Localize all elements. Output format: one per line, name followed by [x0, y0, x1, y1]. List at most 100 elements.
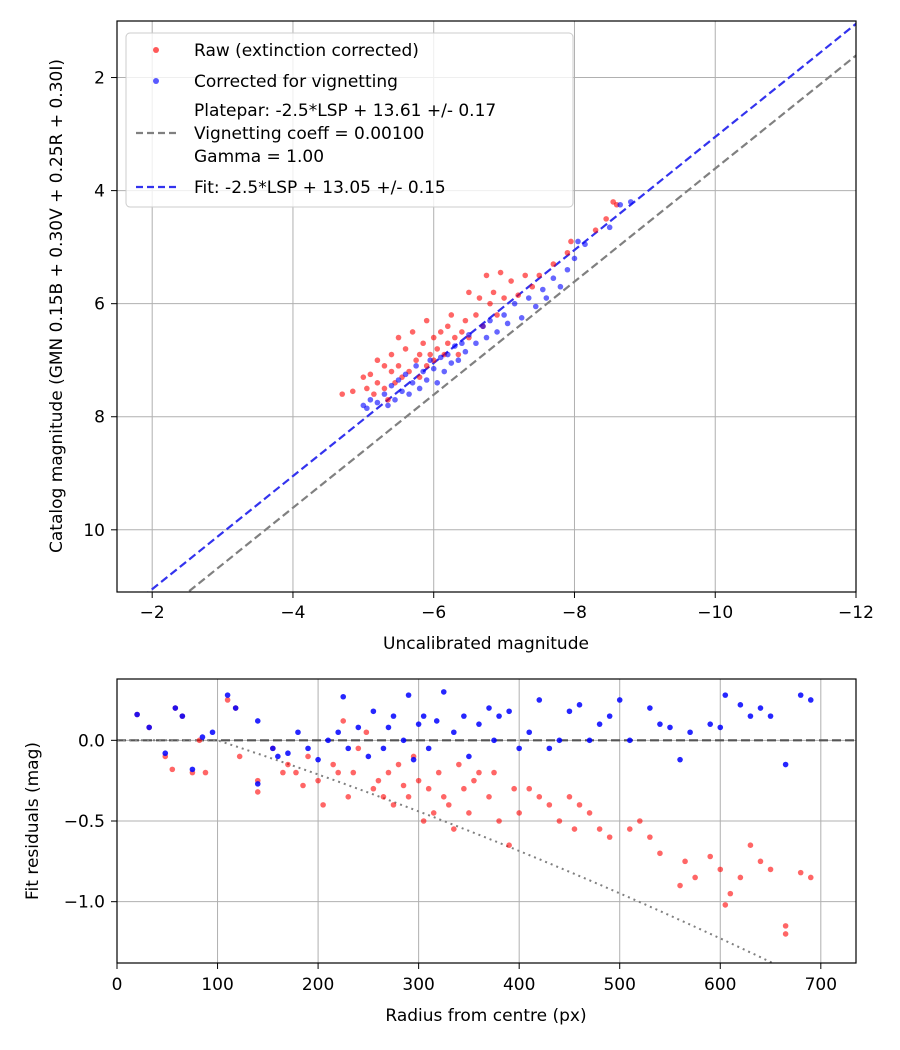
raw-residual-point: [682, 858, 688, 865]
raw-residual-point: [355, 745, 362, 752]
corrected-point: [525, 295, 532, 301]
raw-residual-point: [596, 826, 603, 832]
raw-residual-point: [606, 834, 613, 840]
raw-residual-point: [511, 785, 517, 792]
legend-platepar-label-3: Gamma = 1.00: [194, 147, 324, 167]
corrected-point: [466, 331, 472, 338]
raw-point: [564, 249, 571, 256]
raw-residual-point: [476, 769, 482, 776]
corrected-residual-point: [189, 766, 196, 773]
top-y-tick-label: 6: [94, 295, 105, 315]
bottom-model-curve: [117, 739, 775, 963]
corrected-residual-point: [576, 702, 583, 708]
raw-residual-point: [202, 769, 209, 776]
raw-point: [501, 295, 507, 301]
top-y-tick-label: 2: [94, 69, 105, 89]
raw-residual-point: [320, 802, 326, 808]
top-x-tick-label: −2: [140, 603, 165, 623]
corrected-residual-point: [626, 737, 633, 744]
corrected-residual-point: [179, 713, 186, 719]
corrected-point: [434, 380, 441, 386]
corrected-point: [388, 382, 395, 389]
raw-residual-point: [491, 769, 497, 776]
corrected-point: [564, 266, 571, 273]
corrected-residual-point: [415, 721, 422, 727]
corrected-point: [441, 368, 448, 375]
corrected-residual-point: [340, 693, 347, 700]
raw-point: [381, 385, 388, 392]
corrected-residual-point: [420, 713, 427, 719]
corrected-point: [473, 340, 479, 347]
legend-corrected-label: Corrected for vignetting: [194, 72, 398, 92]
corrected-point: [364, 405, 370, 412]
bottom-x-tick-label: 300: [402, 975, 434, 995]
raw-residual-point: [576, 802, 583, 808]
corrected-residual-point: [747, 713, 754, 719]
raw-residual-point: [445, 802, 452, 808]
corrected-point: [511, 300, 518, 307]
raw-residual-point: [461, 785, 467, 792]
corrected-point: [374, 399, 381, 406]
raw-point: [367, 371, 374, 378]
raw-residual-point: [315, 777, 321, 784]
top-scatter-points: [339, 199, 634, 412]
bottom-x-tick-label: 400: [503, 975, 535, 995]
corrected-point: [455, 357, 462, 364]
corrected-point: [575, 238, 581, 245]
raw-point: [494, 312, 500, 318]
corrected-point: [483, 334, 490, 341]
corrected-residual-point: [275, 753, 281, 760]
raw-point: [416, 374, 423, 380]
raw-point: [349, 388, 356, 395]
raw-point: [437, 329, 444, 335]
raw-point: [423, 363, 430, 369]
corrected-residual-point: [606, 713, 613, 719]
corrected-residual-point: [797, 692, 804, 698]
corrected-residual-point: [516, 745, 522, 752]
corrected-residual-point: [325, 737, 331, 744]
corrected-residual-point: [717, 724, 724, 731]
raw-residual-point: [466, 810, 472, 816]
corrected-residual-point: [677, 756, 683, 763]
raw-point: [430, 334, 437, 341]
bottom-grid: [116, 679, 856, 963]
raw-point: [487, 300, 493, 307]
corrected-residual-point: [162, 750, 169, 757]
corrected-residual-point: [566, 708, 573, 715]
corrected-point: [409, 380, 416, 386]
raw-residual-point: [747, 842, 754, 849]
top-x-tick-label: −12: [838, 603, 874, 623]
corrected-residual-point: [546, 745, 553, 752]
corrected-point: [448, 360, 455, 366]
corrected-point: [501, 312, 507, 318]
corrected-residual-point: [807, 697, 814, 703]
top-reference-lines: [146, 22, 856, 592]
corrected-point: [427, 357, 433, 364]
top-y-axis-label: Catalog magnitude (GMN 0.15B + 0.30V + 0…: [47, 59, 67, 553]
raw-residual-point: [254, 789, 261, 795]
corrected-residual-point: [526, 729, 533, 736]
raw-residual-point: [506, 842, 512, 849]
raw-residual-point: [363, 729, 370, 736]
corrected-residual-point: [433, 718, 440, 724]
corrected-residual-point: [146, 724, 152, 731]
corrected-residual-point: [224, 692, 231, 698]
raw-point: [420, 340, 426, 347]
corrected-residual-point: [586, 737, 593, 744]
corrected-point: [430, 365, 437, 372]
raw-residual-point: [395, 761, 402, 768]
raw-point: [568, 238, 574, 245]
bottom-reference-lines: [117, 739, 856, 963]
corrected-residual-point: [491, 737, 497, 744]
raw-residual-point: [345, 793, 352, 800]
raw-residual-point: [737, 874, 744, 881]
legend-raw-label: Raw (extinction corrected): [194, 41, 419, 61]
legend-platepar-label-2: Vignetting coeff = 0.00100: [194, 124, 424, 144]
raw-residual-point: [305, 753, 311, 760]
raw-residual-point: [586, 810, 593, 816]
legend-raw-marker: [153, 47, 159, 53]
corrected-residual-point: [707, 721, 714, 727]
raw-residual-point: [566, 793, 573, 800]
corrected-residual-point: [596, 721, 603, 727]
